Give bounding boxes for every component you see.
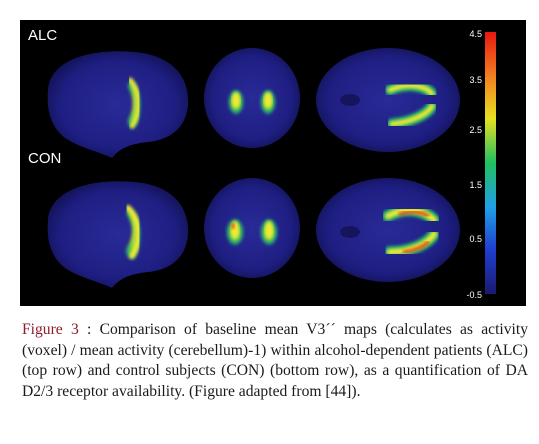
con-sagittal-slice [47,181,189,288]
colorbar-tick-minus-0-5: -0.5 [466,290,482,300]
alc-sagittal-slice [47,51,189,159]
colorbar-tick-0-5: 0.5 [469,234,482,244]
con-coronal-slice [204,178,300,278]
colorbar-tick-1-5: 1.5 [469,180,482,190]
alc-row-label: ALC [28,27,57,44]
colorbar-tick-3-5: 3.5 [469,75,482,85]
figure-caption-text: Comparison of baseline mean V3´´ maps (c… [22,321,528,400]
colorbar-gradient [485,32,496,294]
figure-caption-separator: : [78,321,100,338]
colorbar-tick-2-5: 2.5 [469,125,482,135]
alc-coronal-slice [204,48,300,148]
pet-figure: ALC [20,20,526,306]
alc-row: ALC [28,27,460,159]
con-row-label: CON [28,150,61,167]
colorbar-tick-4-5: 4.5 [469,29,482,39]
con-transverse-slice [316,178,460,282]
alc-transverse-slice [316,48,460,152]
figure-caption: Figure 3 : Comparison of baseline mean V… [22,320,528,402]
colorbar: 4.5 3.5 2.5 1.5 0.5 -0.5 [466,29,496,300]
figure-caption-lead: Figure 3 [22,321,79,338]
con-row: CON [28,150,460,288]
